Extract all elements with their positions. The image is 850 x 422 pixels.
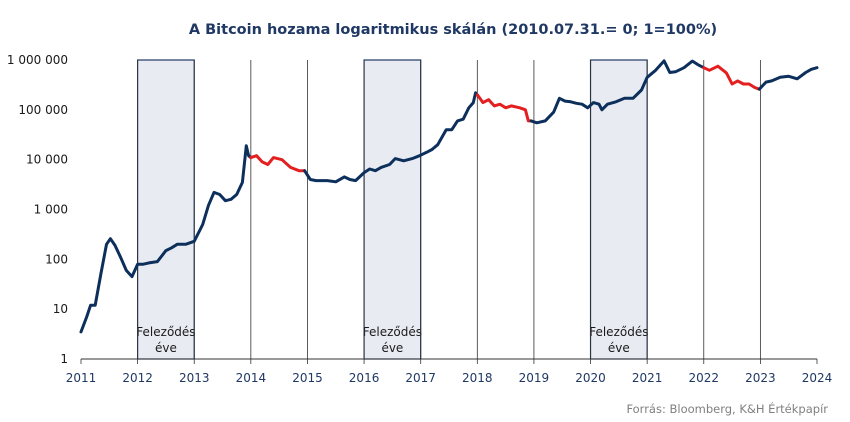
x-tick-label: 2016 xyxy=(349,371,380,385)
halving-band-label: éve xyxy=(155,341,177,355)
x-axis-ticks: 2011 2012 2013 2014 2015 2016 2017 2018 2019 2020… xyxy=(66,359,833,385)
y-tick-label: 100 xyxy=(45,252,68,266)
source-note: Forrás: Bloomberg, K&H Értékpapír xyxy=(626,401,828,416)
halving-band-2 xyxy=(363,59,422,360)
x-tick-label: 2023 xyxy=(745,371,776,385)
x-tick-label: 2024 xyxy=(802,371,833,385)
x-tick-label: 2013 xyxy=(179,371,210,385)
x-tick-label: 2015 xyxy=(292,371,323,385)
halving-band-label: Feleződés xyxy=(136,325,195,339)
halving-band-label: éve xyxy=(608,341,630,355)
x-tick-label: 2022 xyxy=(688,371,719,385)
x-tick-label: 2014 xyxy=(236,371,267,385)
x-tick-label: 2020 xyxy=(575,371,606,385)
series-line-rising xyxy=(79,144,253,334)
halving-band-label: éve xyxy=(381,341,403,355)
halving-band-label: Feleződés xyxy=(363,325,422,339)
chart-title: A Bitcoin hozama logaritmikus skálán (20… xyxy=(189,22,717,38)
x-tick-label: 2017 xyxy=(405,371,436,385)
series-line-rising xyxy=(757,66,819,91)
series-lines xyxy=(79,59,819,334)
x-tick-label: 2018 xyxy=(462,371,493,385)
y-tick-label: 100 000 xyxy=(18,103,68,117)
x-tick-label: 2021 xyxy=(632,371,663,385)
y-tick-label: 1 000 000 xyxy=(7,53,68,67)
halving-band-1 xyxy=(137,59,195,360)
series-line-rising xyxy=(529,59,706,125)
x-tick-label: 2019 xyxy=(519,371,550,385)
halving-band-label: Feleződés xyxy=(589,325,648,339)
y-tick-label: 1 xyxy=(60,352,68,366)
vertical-gridlines xyxy=(137,60,761,359)
x-tick-label: 2012 xyxy=(122,371,153,385)
y-tick-label: 10 000 xyxy=(26,153,68,167)
series-line-rising xyxy=(303,91,479,184)
y-axis-ticks: 1 10 100 1 000 10 000 100 000 1 000 000 xyxy=(7,53,68,366)
series-line-drawdown xyxy=(249,154,307,173)
series-line-drawdown xyxy=(475,93,533,123)
x-tick-label: 2011 xyxy=(66,371,97,385)
halving-band-3 xyxy=(589,59,648,360)
series-line-drawdown xyxy=(702,64,761,91)
y-tick-label: 10 xyxy=(53,302,68,316)
y-tick-label: 1 000 xyxy=(34,203,68,217)
halving-bands: Feleződés éve Feleződés éve Feleződés éve xyxy=(136,59,648,360)
